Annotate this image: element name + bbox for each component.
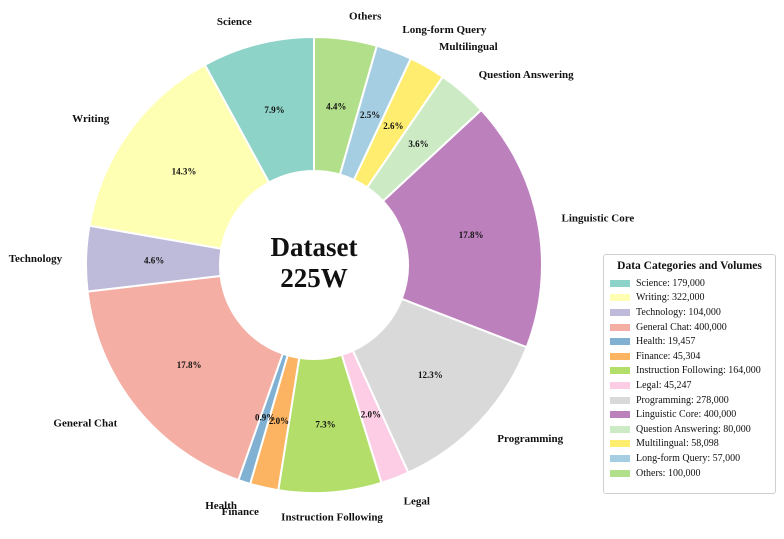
category-label-others: Others [349, 10, 382, 22]
center-title-line-1: Dataset [271, 232, 358, 262]
legend-swatch [610, 367, 630, 375]
legend-swatch [610, 338, 630, 346]
pct-label-long-form-query: 2.5% [360, 110, 380, 120]
legend-item-others: Others: 100,000 [610, 466, 769, 481]
legend-swatch [610, 454, 630, 462]
pct-label-linguistic-core: 17.8% [459, 230, 484, 240]
category-label-science: Science [217, 16, 252, 28]
legend-item-technology: Technology: 104,000 [610, 305, 769, 320]
legend-swatch [610, 279, 630, 287]
pct-label-science: 7.9% [264, 105, 284, 115]
pct-label-programming: 12.3% [418, 370, 443, 380]
legend-label: Technology: 104,000 [636, 306, 721, 318]
legend-item-legal: Legal: 45,247 [610, 378, 769, 393]
pct-label-legal: 2.0% [361, 410, 381, 420]
percent-labels-layer: 7.9%14.3%4.6%17.8%0.9%2.0% 7.3%2.0%12.3%1… [144, 102, 484, 430]
pct-label-multilingual: 2.6% [383, 121, 403, 131]
category-label-long-form-query: Long-form Query [402, 24, 487, 36]
legend: Data Categories and Volumes Science: 179… [603, 254, 776, 494]
category-label-linguistic-core: Linguistic Core [561, 213, 634, 225]
legend-item-instruction-following: Instruction Following: 164,000 [610, 364, 769, 379]
category-label-instruction-following: Instruction Following [281, 511, 383, 523]
legend-swatch [610, 381, 630, 389]
category-label-legal: Legal [404, 496, 430, 508]
legend-label: Others: 100,000 [636, 467, 701, 479]
slices-layer [85, 35, 543, 494]
legend-swatch [610, 425, 630, 433]
category-labels-layer: Science Writing Technology General Chat Heal… [9, 10, 635, 523]
legend-swatch [610, 323, 630, 331]
category-label-technology: Technology [9, 253, 63, 265]
slice-linguistic-core [381, 108, 543, 349]
slice-writing [88, 63, 271, 250]
legend-swatch [610, 411, 630, 419]
category-label-writing: Writing [72, 113, 110, 125]
legend-items: Science: 179,000 Writing: 322,000 Technolo… [610, 276, 769, 480]
legend-label: Writing: 322,000 [636, 292, 705, 304]
legend-label: Question Answering: 80,000 [636, 423, 751, 435]
legend-item-linguistic-core: Linguistic Core: 400,000 [610, 407, 769, 422]
legend-label: Programming: 278,000 [636, 394, 729, 406]
pct-label-instruction-following: 7.3% [315, 420, 335, 430]
pct-label-finance: 2.0% [269, 416, 289, 426]
slice-programming [351, 297, 528, 474]
legend-swatch [610, 308, 630, 316]
legend-label: Linguistic Core: 400,000 [636, 409, 737, 421]
legend-item-health: Health: 19,457 [610, 334, 769, 349]
center-title-line-2: 225W [280, 263, 348, 293]
legend-item-multilingual: Multilingual: 58,098 [610, 437, 769, 452]
legend-title: Data Categories and Volumes [617, 260, 762, 272]
legend-label: General Chat: 400,000 [636, 321, 727, 333]
category-label-multilingual: Multilingual [439, 41, 498, 53]
legend-item-writing: Writing: 322,000 [610, 291, 769, 306]
legend-label: Health: 19,457 [636, 336, 696, 348]
category-label-health: Health [205, 500, 237, 512]
legend-label: Legal: 45,247 [636, 379, 692, 391]
pct-label-technology: 4.6% [144, 256, 164, 266]
pct-label-general-chat: 17.8% [177, 360, 202, 370]
category-label-finance: Finance [222, 506, 259, 518]
pct-label-health: 0.9% [255, 412, 275, 422]
legend-swatch [610, 294, 630, 302]
category-label-general-chat: General Chat [53, 417, 117, 429]
legend-swatch [610, 352, 630, 360]
legend-item-programming: Programming: 278,000 [610, 393, 769, 408]
pct-label-writing: 14.3% [172, 167, 197, 177]
pct-label-question-answering: 3.6% [408, 139, 428, 149]
legend-item-question-answering: Question Answering: 80,000 [610, 422, 769, 437]
legend-label: Multilingual: 58,098 [636, 438, 719, 450]
slice-general-chat [86, 274, 285, 482]
legend-label: Instruction Following: 164,000 [636, 365, 761, 377]
legend-swatch [610, 396, 630, 404]
legend-swatch [610, 469, 630, 477]
legend-label: Finance: 45,304 [636, 350, 701, 362]
legend-swatch [610, 440, 630, 448]
legend-label: Long-form Query: 57,000 [636, 452, 741, 464]
legend-item-science: Science: 179,000 [610, 276, 769, 291]
legend-item-general-chat: General Chat: 400,000 [610, 320, 769, 335]
legend-label: Science: 179,000 [636, 277, 705, 289]
slice-others [313, 35, 379, 176]
legend-item-finance: Finance: 45,304 [610, 349, 769, 364]
category-label-programming: Programming [497, 433, 563, 445]
legend-item-long-form-query: Long-form Query: 57,000 [610, 451, 769, 466]
category-label-question-answering: Question Answering [479, 69, 575, 81]
pct-label-others: 4.4% [326, 102, 346, 112]
